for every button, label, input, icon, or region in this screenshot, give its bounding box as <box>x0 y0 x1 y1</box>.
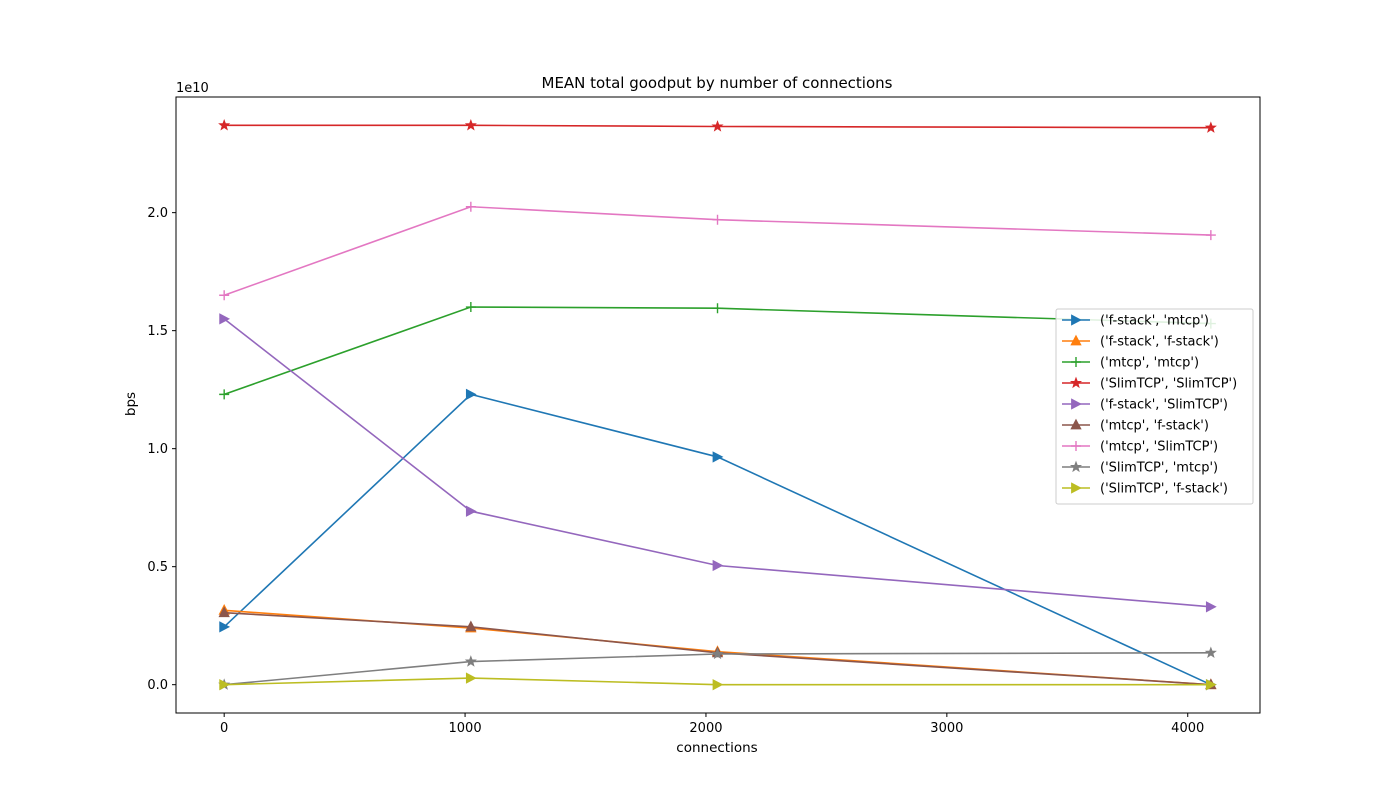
series-line <box>224 652 1211 686</box>
data-point <box>219 290 230 301</box>
axes-frame <box>175 96 1261 714</box>
data-point <box>219 621 231 633</box>
series-8 <box>219 672 1217 691</box>
legend-marker <box>1069 460 1083 473</box>
legend-marker <box>1071 357 1081 367</box>
legend-label: ('f-stack', 'f-stack') <box>1100 335 1219 350</box>
x-tick-label: 4000 <box>1171 721 1204 736</box>
legend-marker <box>1070 334 1082 346</box>
series-4 <box>219 313 1217 613</box>
legend-item: ('f-stack', 'f-stack') <box>1062 335 1219 350</box>
series-3 <box>218 118 1217 133</box>
legend-item: ('mtcp', 'mtcp') <box>1062 356 1199 371</box>
x-tick-label: 0 <box>220 721 228 736</box>
y-tick-label: 2.0 <box>147 206 168 221</box>
x-tick-label: 2000 <box>689 721 722 736</box>
data-point <box>712 451 724 463</box>
legend-label: ('f-stack', 'mtcp') <box>1100 314 1209 329</box>
data-point <box>464 118 477 131</box>
y-tick-label: 1.5 <box>147 324 168 339</box>
series-0 <box>219 388 1217 691</box>
data-point <box>712 559 724 572</box>
series-line <box>223 393 1212 686</box>
legend-item: ('mtcp', 'SlimTCP') <box>1062 440 1218 455</box>
legend-marker <box>1071 441 1081 451</box>
data-point <box>219 313 231 325</box>
data-point <box>218 606 230 618</box>
legend-box <box>1055 308 1254 505</box>
legend-item: ('f-stack', 'SlimTCP') <box>1062 398 1228 413</box>
series-line <box>223 306 1211 396</box>
data-point <box>465 201 476 212</box>
y-tick-label: 1.0 <box>147 442 168 457</box>
legend-item: ('f-stack', 'mtcp') <box>1062 314 1209 329</box>
legend-label: ('SlimTCP', 'mtcp') <box>1100 461 1218 476</box>
series-line <box>223 318 1211 608</box>
data-point <box>1205 679 1217 691</box>
legend-label: ('SlimTCP', 'SlimTCP') <box>1100 377 1237 392</box>
data-point <box>1204 646 1217 658</box>
data-point <box>464 655 477 667</box>
legend-label: ('mtcp', 'mtcp') <box>1100 356 1199 371</box>
data-point <box>711 647 724 660</box>
legend-marker <box>1069 376 1083 389</box>
series-7 <box>218 646 1217 690</box>
legend-item: ('SlimTCP', 'mtcp') <box>1062 461 1218 476</box>
y-offset-label: 1e10 <box>176 81 209 96</box>
y-tick-label: 0.0 <box>147 678 168 693</box>
series-6 <box>219 201 1216 301</box>
legend-item: ('mtcp', 'f-stack') <box>1062 419 1209 434</box>
legend-label: ('SlimTCP', 'f-stack') <box>1100 482 1228 497</box>
series-line <box>224 124 1211 129</box>
series-line <box>224 611 1211 686</box>
legend-item: ('SlimTCP', 'f-stack') <box>1062 482 1228 497</box>
legend-label: ('mtcp', 'SlimTCP') <box>1100 440 1218 455</box>
data-point <box>1205 230 1216 241</box>
legend: ('f-stack', 'mtcp') ('f-stack', 'f-stack'… <box>1055 308 1254 505</box>
data-point <box>219 679 231 691</box>
data-point <box>1204 121 1217 133</box>
data-point <box>712 214 723 225</box>
legend-marker <box>1071 314 1082 326</box>
data-point <box>465 505 477 517</box>
data-point <box>1205 601 1217 613</box>
x-axis-title: connections <box>676 740 757 756</box>
x-tick-label: 1000 <box>449 721 482 736</box>
data-point <box>465 672 477 684</box>
x-tick-label: 3000 <box>930 721 963 736</box>
data-point <box>711 120 724 132</box>
data-point <box>712 303 723 314</box>
data-point <box>465 388 477 401</box>
legend-label: ('mtcp', 'f-stack') <box>1100 419 1209 434</box>
legend-marker <box>1071 482 1082 494</box>
chart-title: MEAN total goodput by number of connecti… <box>542 74 893 92</box>
series-line <box>224 677 1211 686</box>
data-point <box>712 679 724 691</box>
series-line <box>223 205 1211 297</box>
y-axis-title: bps <box>123 392 139 416</box>
data-point <box>465 620 477 632</box>
data-point <box>218 118 231 131</box>
legend-label: ('f-stack', 'SlimTCP') <box>1100 398 1228 413</box>
legend-marker <box>1070 418 1082 430</box>
plot-area: 0 1000 2000 3000 4000 0.0 0.5 1.0 1.5 2.0 <box>147 96 1261 736</box>
y-tick-label: 0.5 <box>147 560 168 575</box>
data-point <box>219 389 230 400</box>
legend-item: ('SlimTCP', 'SlimTCP') <box>1062 377 1237 392</box>
data-point <box>465 302 476 313</box>
legend-marker <box>1071 398 1082 410</box>
